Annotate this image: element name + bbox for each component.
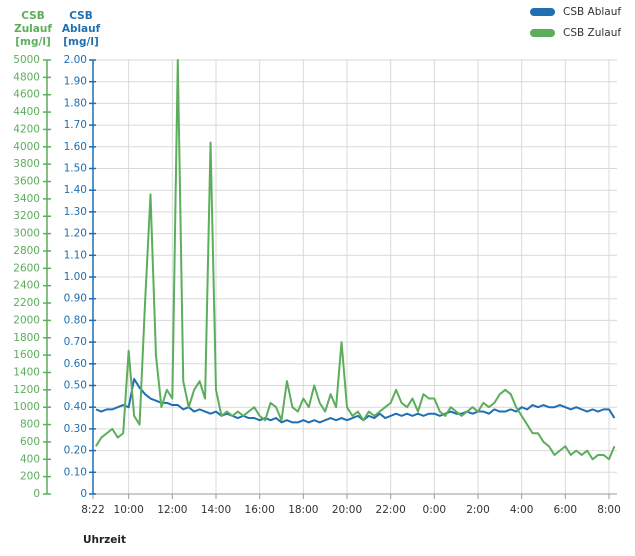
y-tick-label: 2800 xyxy=(13,245,40,257)
x-tick-label: 18:00 xyxy=(288,504,318,516)
y-tick-label: 400 xyxy=(20,453,40,465)
y2-tick-label: 0 xyxy=(80,488,87,500)
y-tick-label: 3400 xyxy=(13,193,40,205)
y2-tick-label: 0.20 xyxy=(64,445,87,457)
y2-tick-label: 0.40 xyxy=(64,401,87,413)
series-line xyxy=(95,377,616,424)
x-tick-label: 4:00 xyxy=(510,504,534,516)
x-tick-label: 14:00 xyxy=(201,504,231,516)
y-tick-label: 3600 xyxy=(13,176,40,188)
y-tick-label: 200 xyxy=(20,471,40,483)
y-tick-label: 800 xyxy=(20,419,40,431)
y2-tick-label: 0.60 xyxy=(64,358,87,370)
y2-tick-label: 0.70 xyxy=(64,336,87,348)
y2-tick-label: 2.00 xyxy=(64,54,87,66)
x-tick-label: 20:00 xyxy=(332,504,362,516)
legend-marker xyxy=(530,29,555,37)
y2-tick-label: 1.90 xyxy=(64,76,87,88)
y2-tick-label: 1.60 xyxy=(64,141,87,153)
y2-tick-label: 1.30 xyxy=(64,206,87,218)
y-tick-label: 2200 xyxy=(13,297,40,309)
y-tick-label: 1000 xyxy=(13,401,40,413)
x-tick-label: 10:00 xyxy=(114,504,144,516)
y-tick-label: 1200 xyxy=(13,384,40,396)
y-tick-label: 5000 xyxy=(13,54,40,66)
x-tick-label: 8:00 xyxy=(597,504,621,516)
x-tick-label: 0:00 xyxy=(423,504,447,516)
y2-tick-label: 1.80 xyxy=(64,97,87,109)
y2-tick-label: 0.80 xyxy=(64,314,87,326)
y-tick-label: 3200 xyxy=(13,210,40,222)
x-tick-label: 12:00 xyxy=(157,504,187,516)
series-line xyxy=(95,59,616,461)
y-axis-title: CSB Zulauf [mg/l] xyxy=(14,10,52,48)
y2-tick-label: 1.40 xyxy=(64,184,87,196)
y-tick-label: 2400 xyxy=(13,280,40,292)
y2-tick-label: 1.20 xyxy=(64,228,87,240)
y2-tick-label: 0.90 xyxy=(64,293,87,305)
x-tick-label: 16:00 xyxy=(245,504,275,516)
y2-tick-label: 0.30 xyxy=(64,423,87,435)
y-tick-label: 2600 xyxy=(13,262,40,274)
x-tick-label: 2:00 xyxy=(466,504,490,516)
y-tick-label: 4800 xyxy=(13,71,40,83)
x-tick-label: 6:00 xyxy=(554,504,578,516)
y-tick-label: 1600 xyxy=(13,349,40,361)
y-tick-label: 4200 xyxy=(13,123,40,135)
y-tick-label: 600 xyxy=(20,436,40,448)
x-tick-label: 22:00 xyxy=(376,504,406,516)
y-tick-label: 4000 xyxy=(13,141,40,153)
y-tick-label: 0 xyxy=(33,488,40,500)
y-tick-label: 3800 xyxy=(13,158,40,170)
x-axis-title: Uhrzeit xyxy=(83,534,126,546)
y2-tick-label: 1.10 xyxy=(64,249,87,261)
y2-tick-label: 1.50 xyxy=(64,163,87,175)
y-tick-label: 1800 xyxy=(13,332,40,344)
y-tick-label: 4400 xyxy=(13,106,40,118)
y-tick-label: 2000 xyxy=(13,314,40,326)
y-tick-label: 3000 xyxy=(13,228,40,240)
legend-marker xyxy=(530,8,555,16)
x-tick-label: 8:22 xyxy=(81,504,105,516)
y2-axis-title: CSB Ablauf [mg/l] xyxy=(62,10,101,48)
y-tick-label: 4600 xyxy=(13,89,40,101)
y2-tick-label: 0.50 xyxy=(64,380,87,392)
legend-label: CSB Ablauf xyxy=(563,6,621,18)
legend-label: CSB Zulauf xyxy=(563,27,621,39)
y2-tick-label: 0.10 xyxy=(64,466,87,478)
y2-tick-label: 1.00 xyxy=(64,271,87,283)
y2-tick-label: 1.70 xyxy=(64,119,87,131)
y-tick-label: 1400 xyxy=(13,366,40,378)
